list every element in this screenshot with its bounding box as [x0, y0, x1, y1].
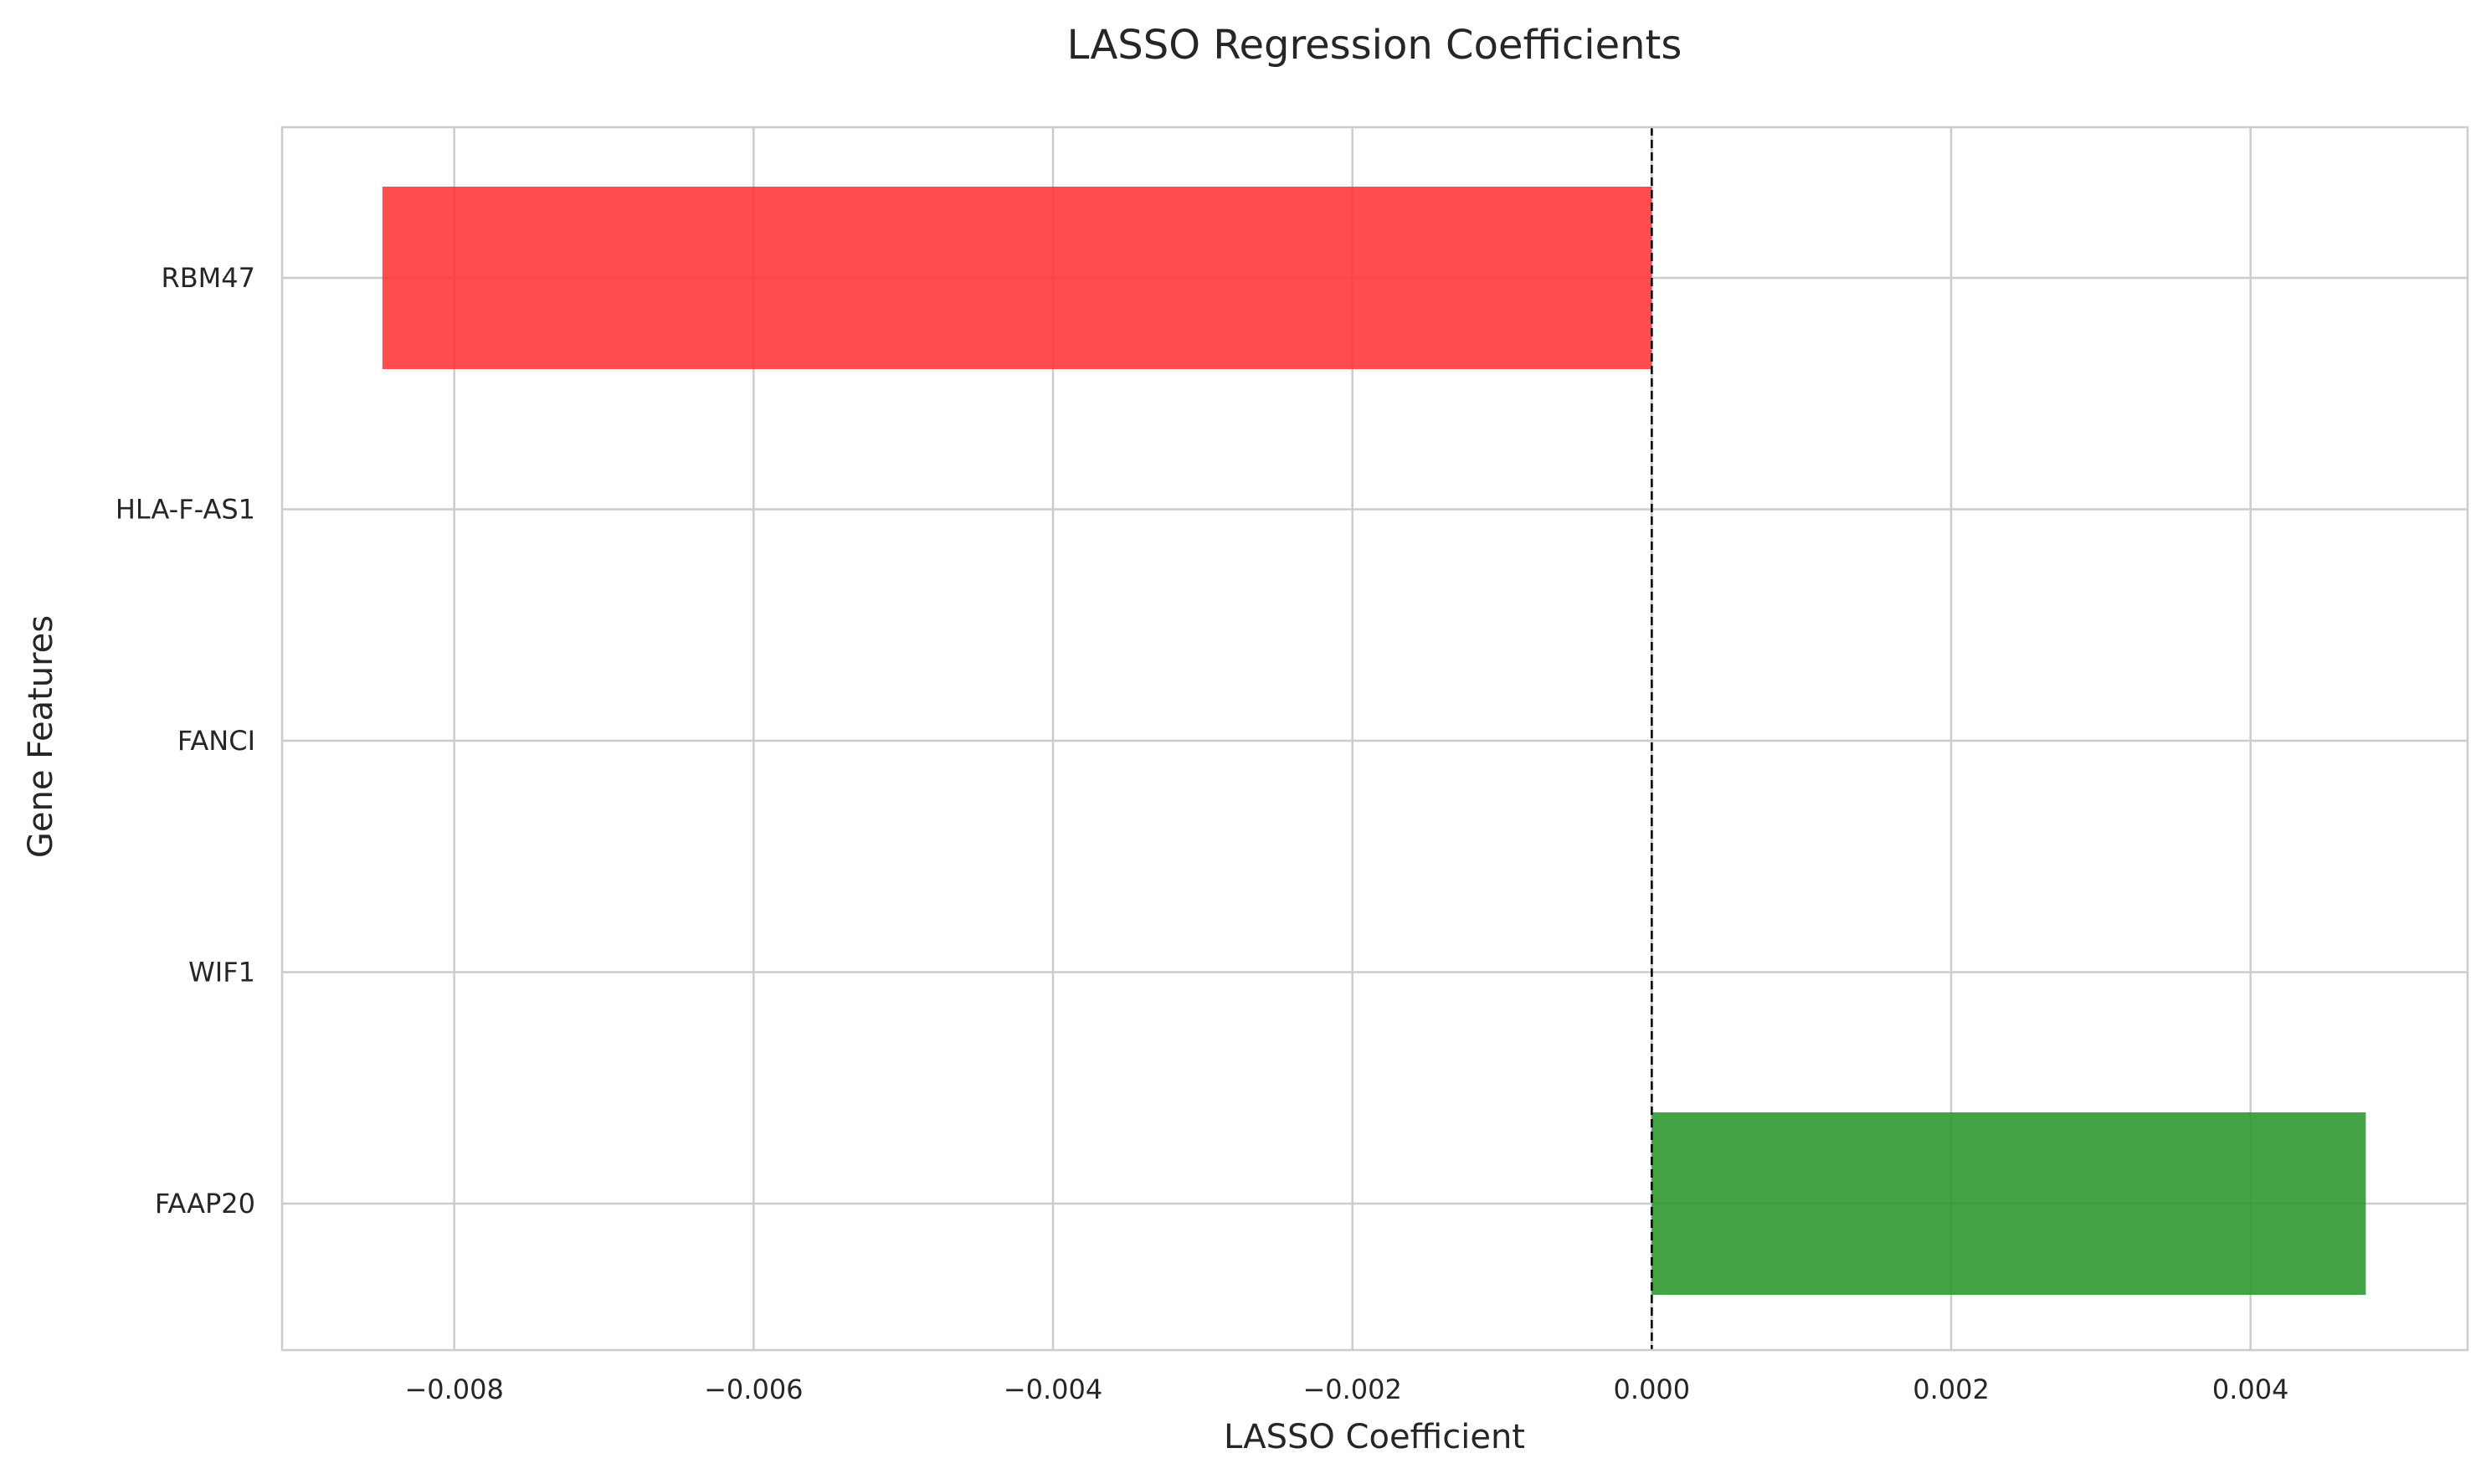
- x-tick-labels: −0.008 −0.006 −0.004 −0.002 0.000 0.002 0.004: [404, 1374, 2288, 1405]
- x-tick-label: −0.004: [1004, 1374, 1102, 1405]
- plot-frame: [280, 126, 2469, 1352]
- y-tick-label: HLA-F-AS1: [116, 494, 255, 526]
- y-tick-label: FAAP20: [155, 1188, 255, 1220]
- y-tick-label: WIF1: [188, 957, 255, 988]
- x-tick-label: 0.000: [1614, 1374, 1691, 1405]
- chart-title: LASSO Regression Coefficients: [1067, 22, 1682, 69]
- bar-layer: [382, 187, 2366, 1295]
- x-tick-label: −0.008: [404, 1374, 503, 1405]
- y-tick-label: RBM47: [161, 262, 255, 294]
- y-tick-label: FANCI: [177, 725, 255, 757]
- bar-faap20: [1651, 1112, 2366, 1295]
- x-axis-label: LASSO Coefficient: [1224, 1418, 1525, 1456]
- bar-rbm47: [382, 187, 1652, 369]
- y-axis-label: Gene Features: [22, 615, 60, 858]
- x-tick-label: 0.004: [2212, 1374, 2289, 1405]
- x-tick-label: −0.002: [1302, 1374, 1401, 1405]
- x-tick-label: −0.006: [704, 1374, 803, 1405]
- x-tick-label: 0.002: [1913, 1374, 1990, 1405]
- y-tick-labels: RBM47 HLA-F-AS1 FANCI WIF1 FAAP20: [116, 262, 255, 1220]
